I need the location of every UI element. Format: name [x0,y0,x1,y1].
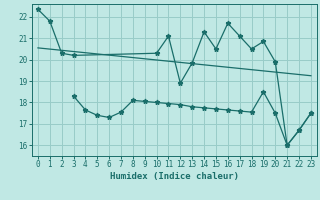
X-axis label: Humidex (Indice chaleur): Humidex (Indice chaleur) [110,172,239,181]
